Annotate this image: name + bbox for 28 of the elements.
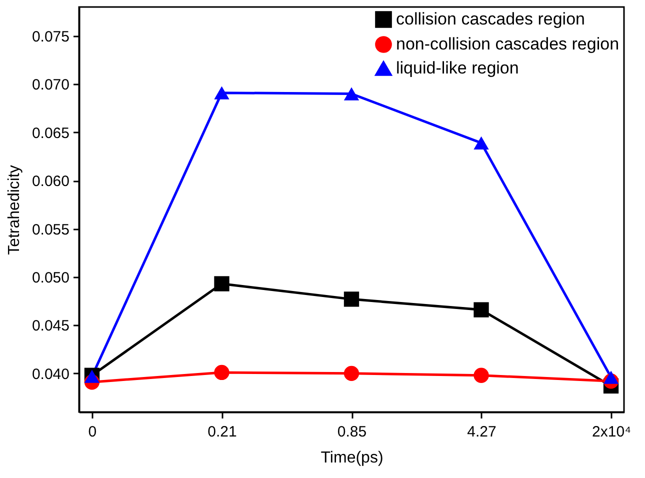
y-tick-label: 0.075 bbox=[32, 28, 70, 46]
point bbox=[603, 370, 619, 384]
x-tick-label: 2x10⁴ bbox=[592, 424, 632, 440]
y-tick-label: 0.060 bbox=[32, 173, 70, 190]
x-tick-label: 0 bbox=[88, 424, 97, 440]
x-tick-label: 4.27 bbox=[467, 424, 496, 440]
point bbox=[214, 364, 230, 380]
y-tick-label: 0.070 bbox=[32, 76, 70, 94]
legend-label: non-collision cascades region bbox=[396, 34, 620, 54]
x-tick-label: 0.21 bbox=[208, 424, 237, 440]
legend-label: liquid-like region bbox=[396, 58, 519, 78]
y-tick-label: 0.040 bbox=[32, 366, 70, 383]
y-tick-label: 0.055 bbox=[32, 221, 70, 238]
point bbox=[214, 86, 230, 100]
point bbox=[344, 292, 360, 307]
y-axis-title: Tetrahedicity bbox=[6, 165, 23, 255]
point bbox=[474, 136, 489, 150]
point bbox=[474, 302, 489, 318]
point bbox=[344, 366, 360, 381]
point bbox=[214, 276, 230, 292]
point bbox=[344, 87, 360, 100]
legend-label: collision cascades region bbox=[396, 10, 585, 28]
point bbox=[474, 368, 489, 383]
y-tick-label: 0.050 bbox=[32, 270, 70, 286]
x-axis-title: Time(ps) bbox=[320, 450, 384, 466]
y-tick-label: 0.065 bbox=[32, 124, 70, 142]
x-tick-label: 0.85 bbox=[337, 424, 367, 440]
y-tick-label: 0.045 bbox=[32, 318, 70, 335]
